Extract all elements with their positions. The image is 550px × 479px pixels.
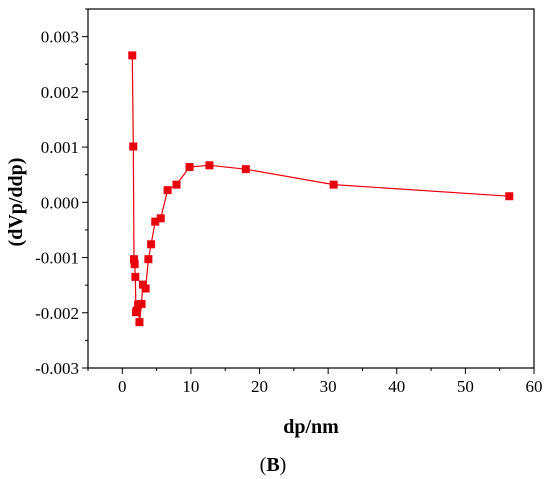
y-tick-label: 0.003 xyxy=(41,28,79,47)
series-line xyxy=(131,55,510,323)
caption-open: ( xyxy=(260,454,267,476)
data-point-marker xyxy=(241,165,250,174)
y-tick-label: 0.001 xyxy=(41,138,79,157)
y-tick-label: -0.003 xyxy=(35,359,79,378)
data-point-marker xyxy=(185,162,194,171)
data-point-marker xyxy=(156,214,165,223)
data-point-marker xyxy=(129,255,138,264)
data-point-marker xyxy=(131,272,140,281)
axes: 0 10 20 30 40 50 60 -0.003 -0.002 -0.001 0.000 0.00… xyxy=(35,8,543,396)
y-tick-label: 0.002 xyxy=(41,83,79,102)
data-point-marker xyxy=(128,51,137,60)
data-point-marker xyxy=(163,186,172,195)
caption-letter: B xyxy=(266,454,279,476)
x-tick-label: 50 xyxy=(457,377,474,396)
data-point-marker xyxy=(129,142,138,151)
y-tick-label: -0.001 xyxy=(35,249,79,268)
data-point-marker xyxy=(329,180,338,189)
data-point-marker xyxy=(205,161,214,170)
x-tick-label: 60 xyxy=(526,377,543,396)
x-tick-label: 40 xyxy=(388,377,405,396)
figure-caption: (B) xyxy=(260,454,287,476)
y-tick-label: -0.002 xyxy=(35,304,79,323)
series-layer xyxy=(128,51,514,327)
data-point-marker xyxy=(135,318,144,327)
data-point-marker xyxy=(132,306,141,315)
data-point-marker xyxy=(505,192,514,201)
caption-close: ) xyxy=(280,454,287,476)
data-point-marker xyxy=(151,217,160,226)
x-axis-title: dp/nm xyxy=(283,416,339,438)
data-point-marker xyxy=(141,284,150,293)
data-point-marker xyxy=(147,240,156,249)
x-tick-label: 20 xyxy=(251,377,268,396)
data-point-marker xyxy=(172,180,181,189)
x-tick-label: 10 xyxy=(182,377,199,396)
x-tick-label: 0 xyxy=(118,377,127,396)
data-point-marker xyxy=(130,260,139,269)
x-tick-label: 30 xyxy=(320,377,337,396)
y-tick-label: 0.000 xyxy=(41,193,79,212)
data-point-marker xyxy=(144,255,153,264)
plot-frame xyxy=(87,8,535,369)
y-axis-title: (dVp/ddp) xyxy=(5,158,27,247)
data-point-marker xyxy=(137,299,146,308)
